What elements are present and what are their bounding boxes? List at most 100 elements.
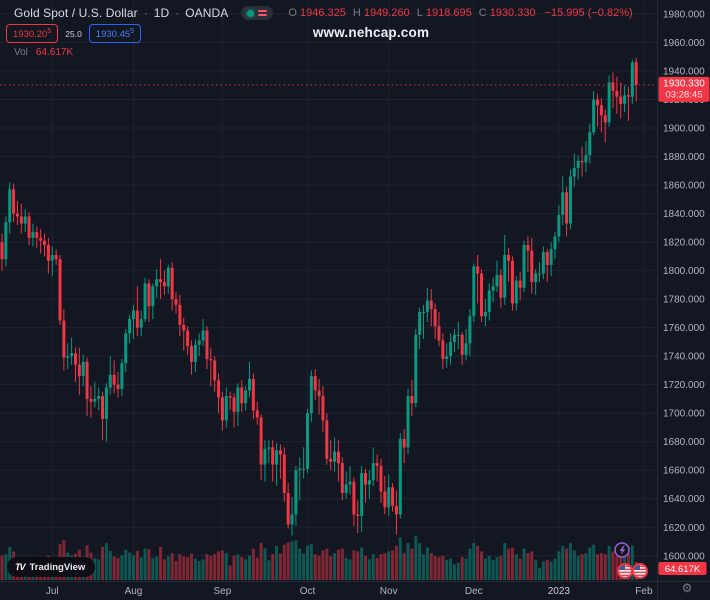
candle-body	[205, 330, 209, 360]
volume-bar	[596, 554, 600, 580]
volume-bar	[472, 543, 476, 580]
volume-bar	[549, 561, 553, 580]
price-tick-label: 1760.000	[663, 323, 705, 334]
candle-body	[259, 417, 263, 465]
candle-body	[27, 216, 31, 238]
candle-body	[321, 396, 325, 421]
volume-bar	[468, 548, 472, 580]
exchange-label[interactable]: OANDA	[185, 6, 229, 20]
volume-bar	[514, 554, 518, 580]
candle-body	[97, 396, 101, 399]
candle-body	[189, 346, 193, 362]
candle-body	[379, 465, 383, 492]
candle-body	[391, 487, 395, 506]
candle-body	[201, 330, 205, 341]
volume-bar	[480, 551, 484, 580]
volume-bar	[630, 545, 634, 580]
volume-bar	[352, 550, 356, 580]
price-tick-label: 1860.000	[663, 181, 705, 192]
volume-bar	[615, 555, 619, 580]
candle-body	[275, 450, 279, 465]
volume-bar	[271, 554, 275, 580]
volume-bar	[259, 543, 263, 580]
legend-separator: ·	[143, 6, 148, 20]
candle-body	[472, 266, 476, 317]
volume-bar	[104, 543, 108, 580]
volume-bar	[286, 542, 290, 580]
market-status-pill[interactable]	[241, 6, 274, 20]
volume-bar	[298, 548, 302, 580]
time-tick-label-feb: Feb	[635, 586, 653, 597]
candle-body	[557, 215, 561, 237]
volume-bar	[410, 548, 414, 580]
candle-body	[39, 237, 43, 241]
symbol-title[interactable]: Gold Spot / U.S. Dollar	[14, 6, 138, 20]
volume-bar	[545, 559, 549, 580]
volume-bar	[278, 553, 282, 580]
volume-bar	[101, 546, 105, 580]
candle-body	[19, 216, 23, 224]
tradingview-logo-pill[interactable]: TV TradingView	[7, 557, 96, 577]
candle-body	[599, 105, 603, 116]
candle-body	[561, 192, 565, 216]
volume-bar	[309, 544, 313, 580]
volume-legend[interactable]: Vol 64.617K	[14, 47, 73, 58]
volume-bar	[483, 558, 487, 580]
time-tick-label-sep: Sep	[214, 586, 232, 597]
candle-body	[549, 249, 553, 265]
candle-body	[495, 274, 499, 287]
candle-body	[483, 311, 487, 317]
candle-body	[213, 360, 217, 381]
open-value: 1946.325	[299, 7, 346, 19]
candle-body	[538, 273, 542, 275]
candle-body	[344, 484, 348, 494]
volume-bar	[305, 545, 309, 580]
volume-bar	[197, 560, 201, 580]
volume-bar	[174, 560, 178, 580]
candle-body	[255, 410, 259, 418]
sell-bid-button[interactable]: 1930.205	[6, 24, 59, 44]
candle-body	[541, 252, 545, 274]
buy-ask-button[interactable]: 1930.455	[88, 24, 142, 44]
candle-body	[282, 454, 286, 494]
us-flag-event-icon[interactable]	[617, 563, 633, 579]
candle-body	[85, 361, 89, 399]
volume-bar	[402, 553, 406, 580]
volume-bar	[159, 546, 163, 580]
candle-body	[224, 396, 228, 421]
candle-body	[456, 334, 460, 336]
volume-bar	[209, 555, 213, 580]
volume-bar	[375, 558, 379, 580]
candle-body	[209, 359, 213, 361]
candle-body	[596, 99, 600, 106]
volume-bar	[244, 559, 248, 580]
candle-body	[271, 447, 275, 465]
ohlc-legend: O 1946.325 H 1949.260 L 1918.695 C 1930.…	[288, 7, 632, 19]
timeframe-label[interactable]: 1D	[153, 6, 170, 20]
us-flag-event-icon[interactable]	[632, 563, 648, 579]
candle-body	[50, 254, 54, 261]
candle-body	[460, 334, 464, 355]
candle-body	[626, 95, 630, 97]
volume-bar	[518, 558, 522, 580]
symbol-legend[interactable]: Gold Spot / U.S. Dollar · 1D · OANDA O 1…	[14, 6, 633, 20]
delayed-data-icon	[258, 9, 268, 18]
volume-bar	[189, 553, 193, 580]
volume-bar	[220, 550, 224, 580]
candle-body	[623, 95, 627, 104]
candle-body	[162, 282, 166, 287]
volume-value: 64.617K	[35, 47, 74, 58]
candle-body	[166, 267, 170, 287]
volume-bar	[491, 559, 495, 580]
candle-body	[510, 260, 514, 304]
candle-body	[410, 396, 414, 404]
legend-separator: ·	[175, 6, 180, 20]
candle-body	[534, 273, 538, 283]
volume-bar	[131, 555, 135, 580]
candle-body	[518, 280, 522, 288]
candle-body	[445, 356, 449, 360]
candle-body	[433, 309, 437, 327]
volume-bar	[116, 558, 120, 580]
axis-settings-gear-icon[interactable]: ⚙	[682, 581, 693, 595]
